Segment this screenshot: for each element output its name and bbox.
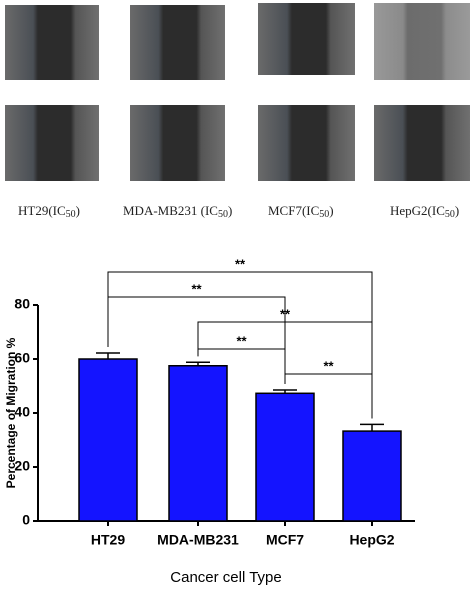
label-main: HT29(IC (18, 203, 66, 218)
bar (78, 358, 138, 522)
panel-label: HepG2(IC50) (390, 203, 459, 220)
y-tick-label: 0 (22, 512, 30, 528)
y-tick-label: 60 (14, 350, 30, 366)
significance-bracket (284, 373, 373, 419)
label-subscript: 50 (319, 209, 329, 220)
significance-label: ** (280, 306, 291, 321)
label-subscript: 50 (445, 209, 455, 220)
significance-label: ** (191, 281, 202, 296)
micrograph (258, 105, 355, 181)
bar (342, 430, 402, 522)
label-main: MCF7(IC (268, 203, 319, 218)
label-main: HepG2(IC (390, 203, 445, 218)
label-end: ) (228, 203, 232, 218)
bar (255, 392, 315, 522)
label-main: MDA-MB231 (IC (123, 203, 218, 218)
significance-bracket (107, 296, 286, 385)
significance-label: ** (236, 333, 247, 348)
y-axis-title: Percentage of Migration % (4, 337, 18, 488)
micrograph (258, 3, 355, 75)
significance-bracket (197, 348, 286, 385)
micrographs (5, 3, 470, 181)
micrograph (130, 105, 225, 181)
label-end: ) (329, 203, 333, 218)
label-subscript: 50 (66, 209, 76, 220)
error-bar (360, 423, 384, 432)
x-tick-label: MCF7 (266, 532, 304, 548)
error-bar (96, 352, 120, 359)
micrograph (130, 5, 225, 80)
y-tick-label: 80 (14, 296, 30, 312)
x-axis-title: Cancer cell Type (170, 569, 281, 586)
micrograph (374, 3, 470, 80)
y-tick-label: 20 (14, 458, 30, 474)
error-bar (186, 361, 210, 366)
label-end: ) (76, 203, 80, 218)
significance-label: ** (235, 256, 246, 271)
error-bar (273, 389, 297, 394)
significance-label: ** (323, 358, 334, 373)
micrograph (5, 105, 99, 181)
y-tick-label: 40 (14, 404, 30, 420)
x-tick-label: HepG2 (349, 532, 394, 548)
bar (168, 365, 228, 522)
label-subscript: 50 (218, 209, 228, 220)
label-end: ) (455, 203, 459, 218)
x-tick-label: MDA-MB231 (157, 532, 239, 548)
micrograph (5, 5, 99, 80)
panel-label: HT29(IC50) (18, 203, 80, 220)
significance-bracket (197, 321, 373, 419)
micrograph (374, 105, 470, 181)
panel-label: MDA-MB231 (IC50) (123, 203, 232, 220)
panel-label: MCF7(IC50) (268, 203, 334, 220)
x-tick-label: HT29 (91, 532, 125, 548)
